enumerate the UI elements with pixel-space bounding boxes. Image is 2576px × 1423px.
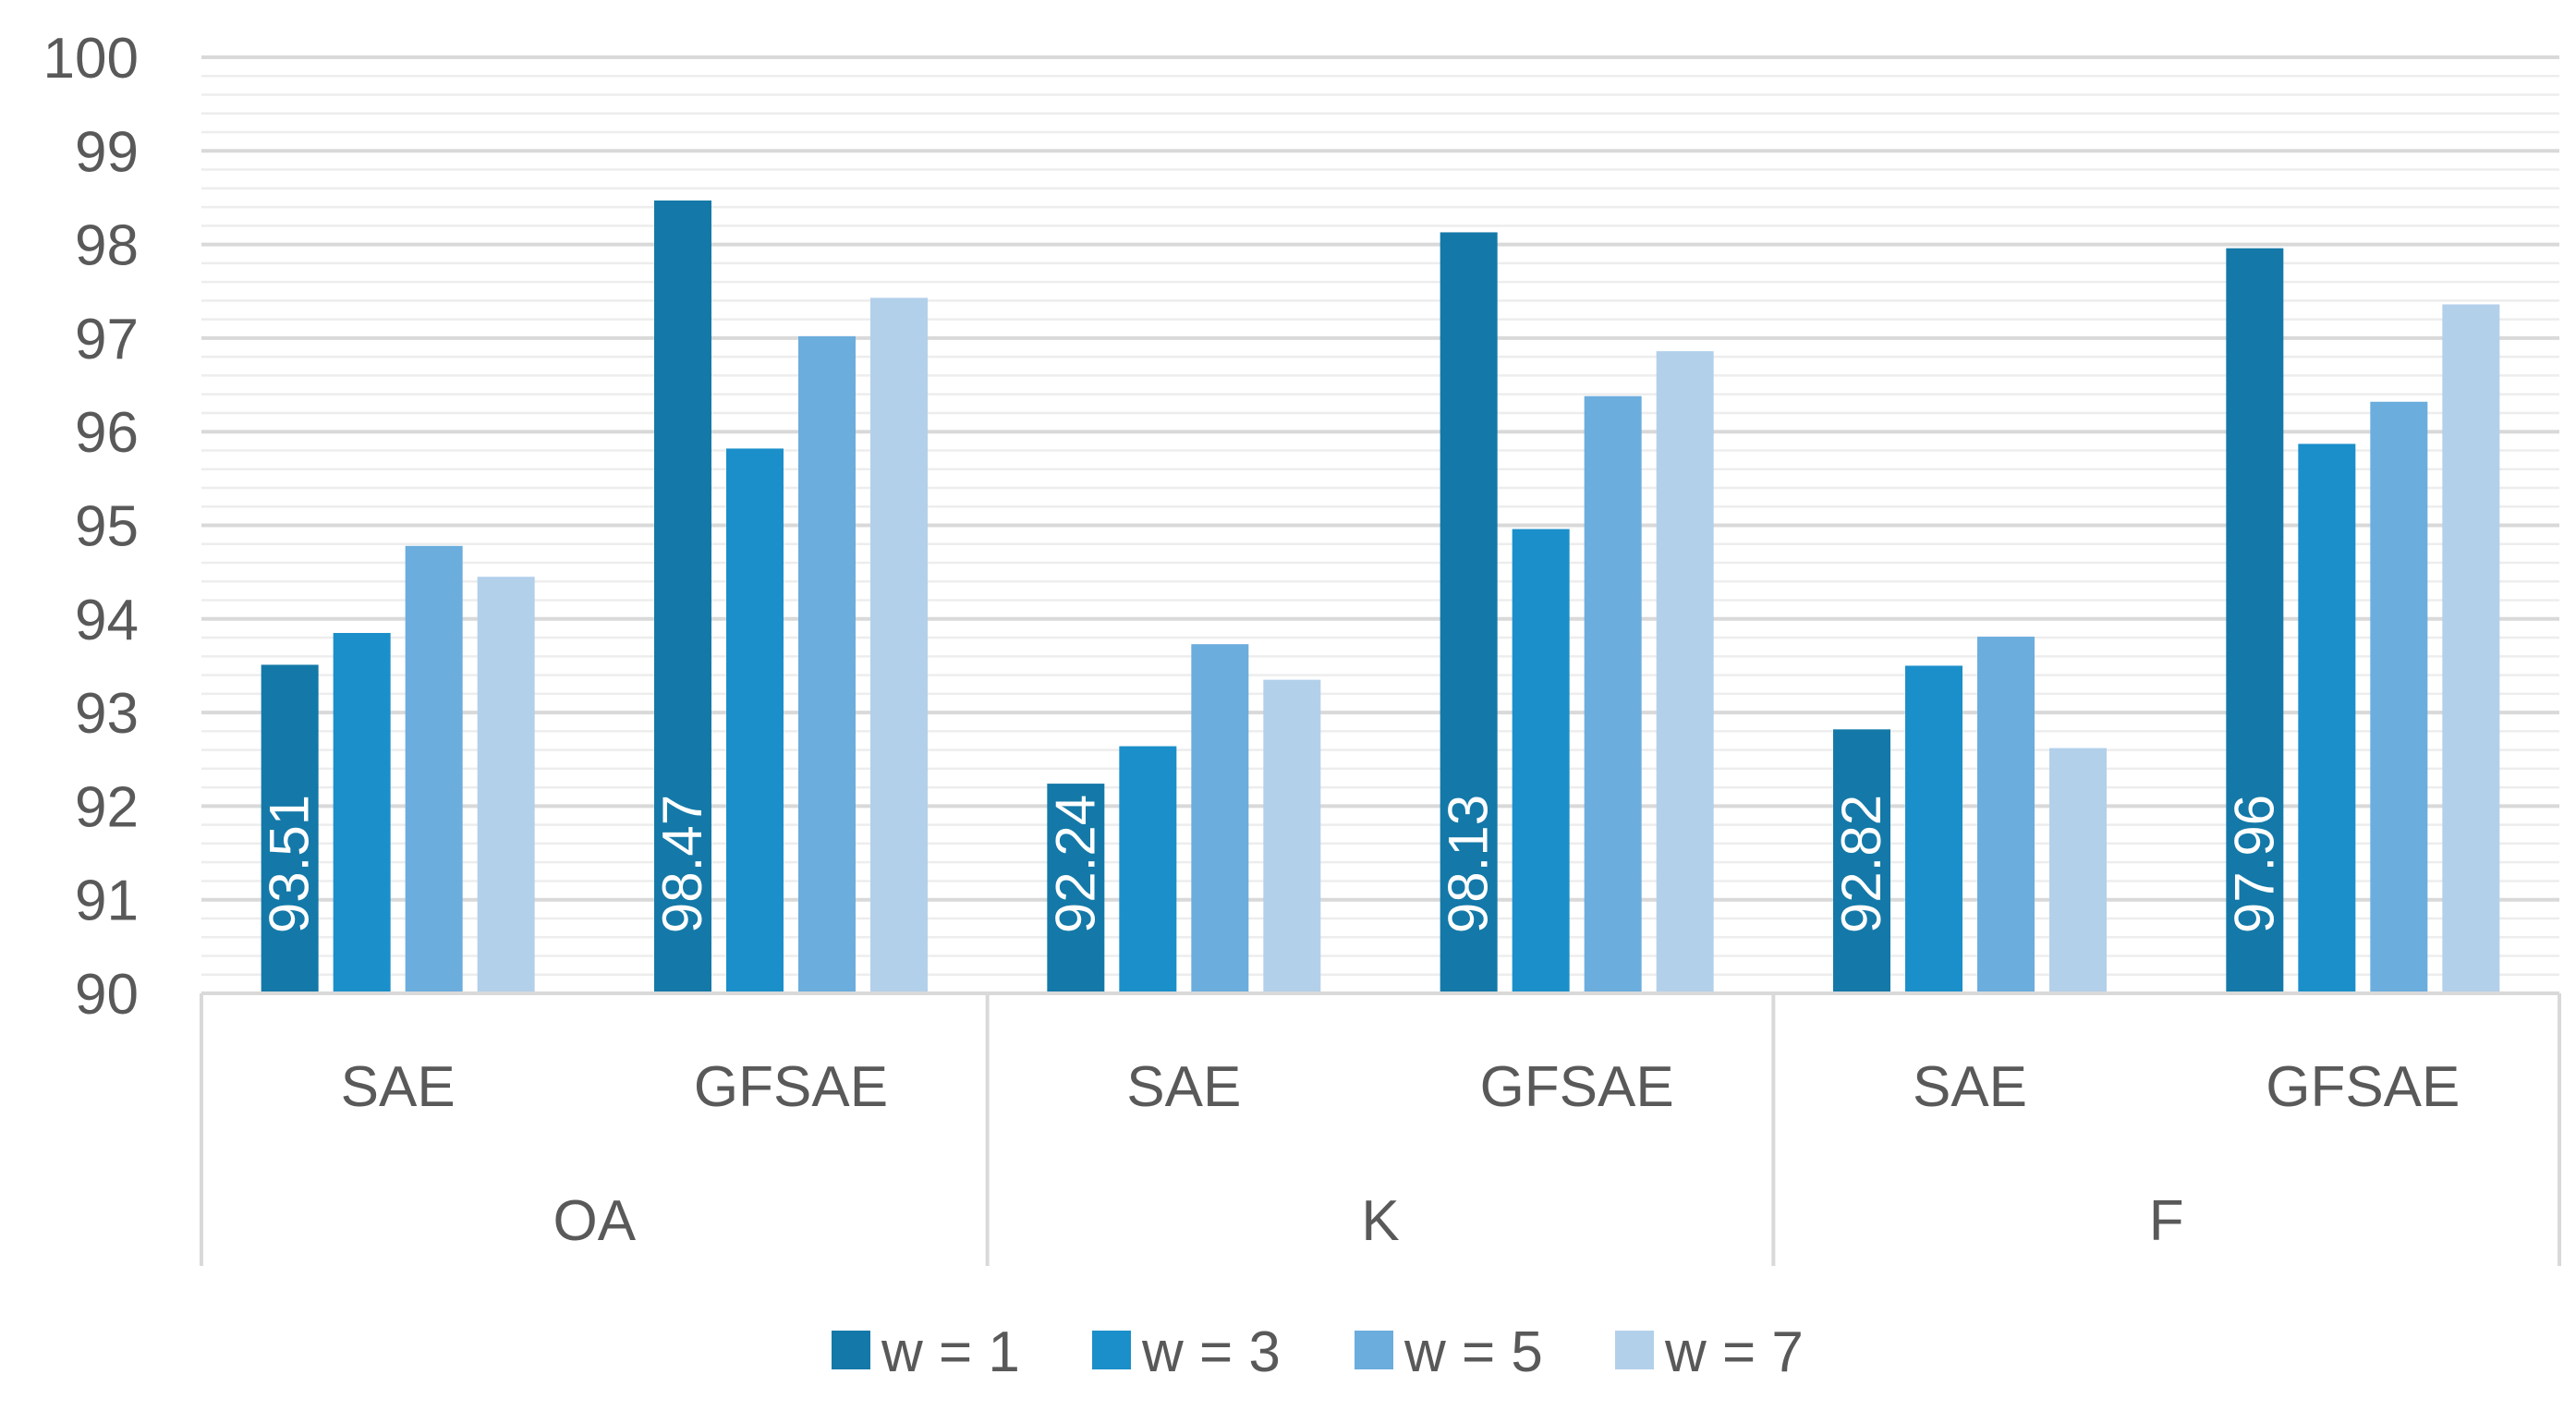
y-tick-label: 90 [75,963,139,1027]
y-tick-label: 99 [75,120,139,184]
bar [1047,784,1105,993]
y-tick-label: 100 [43,27,139,91]
data-labels: 93.51 98.47 92.24 98.13 92.82 97.96 [259,795,2286,933]
bar [1584,395,1642,993]
bar [1440,232,1498,993]
bar [1977,637,2035,993]
bar [798,335,856,993]
data-label: 98.13 [1438,795,1500,933]
y-tick-label: 95 [75,495,139,559]
bar [870,298,928,993]
legend-swatch [1092,1331,1131,1369]
legend-label: w = 5 [1403,1320,1543,1384]
bar [1263,679,1321,993]
legend-swatch [1355,1331,1393,1369]
y-tick-label: 94 [75,589,139,652]
legend-label: w = 7 [1664,1320,1804,1384]
bar [1656,351,1714,993]
bar [405,545,463,993]
bar [2049,748,2107,993]
category-label: SAE [1126,1055,1241,1119]
bar [654,200,711,993]
y-tick-label: 96 [75,401,139,465]
data-label: 92.24 [1044,795,1106,933]
bar [1191,644,1249,993]
y-axis: 90 91 92 93 94 95 96 97 98 99 100 [43,27,139,1027]
y-tick-label: 93 [75,682,139,746]
legend: w = 1 w = 3 w = 5 w = 7 [832,1320,1804,1384]
category-label: GFSAE [1480,1055,1674,1119]
category-label: GFSAE [694,1055,888,1119]
y-tick-label: 98 [75,214,139,278]
category-label: SAE [1913,1055,2027,1119]
bar [261,664,319,993]
bar [1119,746,1177,993]
y-tick-label: 91 [75,870,139,933]
category-label: SAE [341,1055,456,1119]
bar [1512,529,1570,993]
data-label: 97.96 [2223,795,2285,933]
category-label: GFSAE [2266,1055,2460,1119]
bars [261,200,2500,994]
data-label: 98.47 [651,795,713,933]
bar [1833,729,1890,993]
group-label: F [2149,1189,2184,1253]
x-axis: SAE GFSAE OA SAE GFSAE K SAE GFSAE F [200,991,2561,1266]
bar [333,632,391,993]
group-label: OA [553,1189,637,1253]
bar [1905,665,1962,993]
bar [2442,304,2500,993]
legend-swatch [832,1331,870,1369]
bar [2298,444,2356,993]
legend-swatch [1615,1331,1654,1369]
data-label: 93.51 [259,795,321,933]
legend-label: w = 1 [881,1320,1020,1384]
legend-label: w = 3 [1141,1320,1281,1384]
y-tick-label: 92 [75,775,139,839]
bar [477,577,535,993]
y-tick-label: 97 [75,308,139,371]
bar [2370,401,2428,993]
group-label: K [1361,1189,1399,1253]
grid [201,55,2559,976]
bar [726,448,784,994]
data-label: 92.82 [1830,795,1892,933]
bar [2226,248,2284,994]
